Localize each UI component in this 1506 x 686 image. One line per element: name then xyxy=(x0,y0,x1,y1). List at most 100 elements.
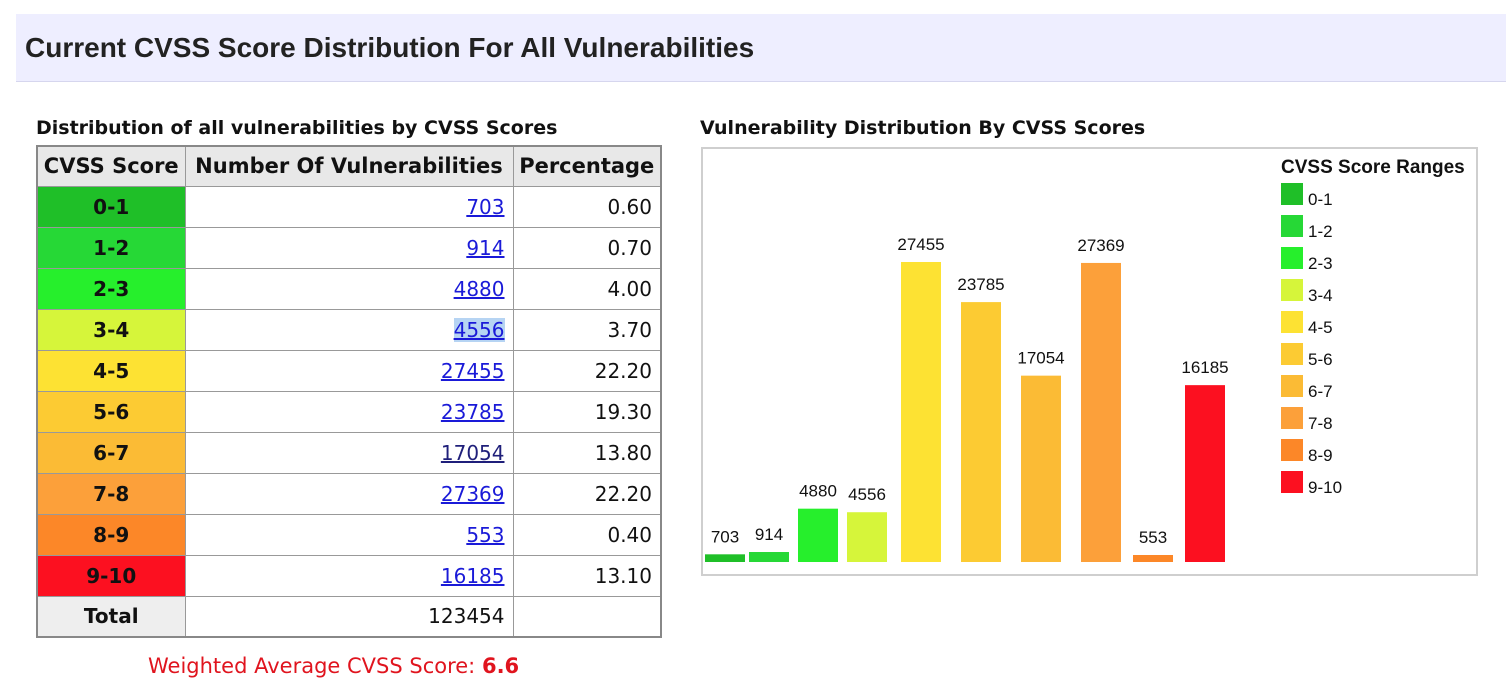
vulnerability-count-cell: 4556 xyxy=(184,308,514,351)
vulnerability-count-cell: 27369 xyxy=(184,472,514,515)
percentage-cell: 0.70 xyxy=(512,226,662,269)
column-header-percentage: Percentage xyxy=(512,145,662,187)
legend-swatch-3-4 xyxy=(1281,279,1303,301)
legend: CVSS Score Ranges 0-1 1-2 2-3 3-4 4-5 5-6 6-7 7-… xyxy=(1281,157,1465,497)
percentage-cell: 13.80 xyxy=(512,431,662,474)
legend-swatch-1-2 xyxy=(1281,215,1303,237)
bar-6-7 xyxy=(1021,375,1061,562)
vulnerability-count-link[interactable]: 23785 xyxy=(440,399,505,424)
bar-5-6 xyxy=(961,302,1001,562)
weighted-average: Weighted Average CVSS Score: 6.6 xyxy=(148,654,519,678)
bar-value-label: 553 xyxy=(1139,528,1167,547)
bar-value-label: 16185 xyxy=(1181,358,1228,377)
legend-item-label: 5-6 xyxy=(1308,350,1333,369)
legend-swatch-8-9 xyxy=(1281,439,1303,461)
vulnerability-count-cell: 17054 xyxy=(184,431,514,474)
table-row: 8-9 553 0.40 xyxy=(36,513,662,556)
vulnerability-count-link[interactable]: 553 xyxy=(466,522,505,547)
cvss-score-cell: 4-5 xyxy=(36,349,186,392)
cvss-score-cell: 5-6 xyxy=(36,390,186,433)
bar-8-9 xyxy=(1133,555,1173,562)
bars-layer: 703 914 4880 4556 27455 23785 17054 27369 553 161… xyxy=(705,235,1229,562)
legend-item-label: 1-2 xyxy=(1308,222,1333,241)
legend-swatch-2-3 xyxy=(1281,247,1303,269)
bar-value-label: 23785 xyxy=(957,275,1004,294)
bar-value-label: 27369 xyxy=(1077,236,1124,255)
vulnerability-count-link[interactable]: 4880 xyxy=(453,276,505,301)
legend-swatch-7-8 xyxy=(1281,407,1303,429)
table-row: 9-10 16185 13.10 xyxy=(36,554,662,597)
percentage-cell: 13.10 xyxy=(512,554,662,597)
weighted-average-value: 6.6 xyxy=(481,654,520,678)
table-title: Distribution of all vulnerabilities by C… xyxy=(36,117,558,139)
table-row: 1-2 914 0.70 xyxy=(36,226,662,269)
vulnerability-count-link[interactable]: 27369 xyxy=(440,481,505,506)
cvss-score-cell: 9-10 xyxy=(36,554,186,597)
vulnerability-count-cell: 703 xyxy=(184,185,514,228)
percentage-cell: 22.20 xyxy=(512,472,662,515)
vulnerability-count-link[interactable]: 16185 xyxy=(440,563,505,588)
bar-value-label: 4556 xyxy=(848,485,886,504)
legend-item-label: 0-1 xyxy=(1308,190,1333,209)
percentage-cell: 3.70 xyxy=(512,308,662,351)
bar-4-5 xyxy=(901,262,941,562)
vulnerability-count-cell: 4880 xyxy=(184,267,514,310)
cvss-distribution-table: CVSS Score Number Of Vulnerabilities Per… xyxy=(36,145,662,638)
total-label: Total xyxy=(36,595,186,638)
cvss-score-cell: 0-1 xyxy=(36,185,186,228)
legend-item-label: 3-4 xyxy=(1308,286,1333,305)
vulnerability-count-link[interactable]: 914 xyxy=(466,235,505,260)
percentage-cell: 4.00 xyxy=(512,267,662,310)
total-percentage-empty xyxy=(512,595,662,638)
chart-container: 703 914 4880 4556 27455 23785 17054 27369 553 161… xyxy=(701,147,1478,576)
vulnerability-count-cell: 553 xyxy=(184,513,514,556)
column-header-number-of-vulnerabilities: Number Of Vulnerabilities xyxy=(184,145,514,187)
vulnerability-count-cell: 914 xyxy=(184,226,514,269)
cvss-score-cell: 2-3 xyxy=(36,267,186,310)
bar-0-1 xyxy=(705,554,745,562)
table-row: 7-8 27369 22.20 xyxy=(36,472,662,515)
cvss-score-cell: 8-9 xyxy=(36,513,186,556)
page-header: Current CVSS Score Distribution For All … xyxy=(16,14,1506,82)
chart-title: Vulnerability Distribution By CVSS Score… xyxy=(700,117,1146,139)
table-row: 6-7 17054 13.80 xyxy=(36,431,662,474)
table-row: 2-3 4880 4.00 xyxy=(36,267,662,310)
vulnerability-count-link[interactable]: 17054 xyxy=(440,440,505,465)
bar-3-4 xyxy=(847,512,887,562)
bar-7-8 xyxy=(1081,262,1121,562)
table-body: 0-1 703 0.60 1-2 914 0.70 2-3 4880 4.00 3-4 4556 3.… xyxy=(36,185,662,597)
total-row: Total 123454 xyxy=(36,595,662,638)
vulnerability-count-link[interactable]: 703 xyxy=(466,194,505,219)
legend-item-label: 4-5 xyxy=(1308,318,1333,337)
legend-swatch-5-6 xyxy=(1281,343,1303,365)
legend-swatch-6-7 xyxy=(1281,375,1303,397)
cvss-score-cell: 3-4 xyxy=(36,308,186,351)
legend-item-label: 7-8 xyxy=(1308,414,1333,433)
vulnerability-count-link[interactable]: 4556 xyxy=(453,317,505,342)
weighted-average-label: Weighted Average CVSS Score: xyxy=(148,654,476,678)
bar-value-label: 17054 xyxy=(1017,349,1064,368)
bar-9-10 xyxy=(1185,385,1225,562)
bar-2-3 xyxy=(798,508,838,562)
legend-swatch-9-10 xyxy=(1281,471,1303,493)
bar-value-label: 4880 xyxy=(799,482,837,501)
table-row: 4-5 27455 22.20 xyxy=(36,349,662,392)
vulnerability-count-link[interactable]: 27455 xyxy=(440,358,505,383)
vulnerability-count-cell: 27455 xyxy=(184,349,514,392)
table-header-row: CVSS Score Number Of Vulnerabilities Per… xyxy=(36,145,662,187)
legend-title: CVSS Score Ranges xyxy=(1281,157,1465,178)
percentage-cell: 0.40 xyxy=(512,513,662,556)
vulnerability-count-cell: 16185 xyxy=(184,554,514,597)
legend-swatch-0-1 xyxy=(1281,183,1303,205)
vulnerability-count-cell: 23785 xyxy=(184,390,514,433)
legend-item-label: 2-3 xyxy=(1308,254,1333,273)
percentage-cell: 0.60 xyxy=(512,185,662,228)
percentage-cell: 22.20 xyxy=(512,349,662,392)
column-header-cvss-score: CVSS Score xyxy=(36,145,186,187)
bar-chart: 703 914 4880 4556 27455 23785 17054 27369 553 161… xyxy=(705,157,1465,562)
percentage-cell: 19.30 xyxy=(512,390,662,433)
cvss-score-cell: 6-7 xyxy=(36,431,186,474)
page-title: Current CVSS Score Distribution For All … xyxy=(25,32,755,63)
bar-value-label: 27455 xyxy=(897,235,944,254)
table-row: 5-6 23785 19.30 xyxy=(36,390,662,433)
